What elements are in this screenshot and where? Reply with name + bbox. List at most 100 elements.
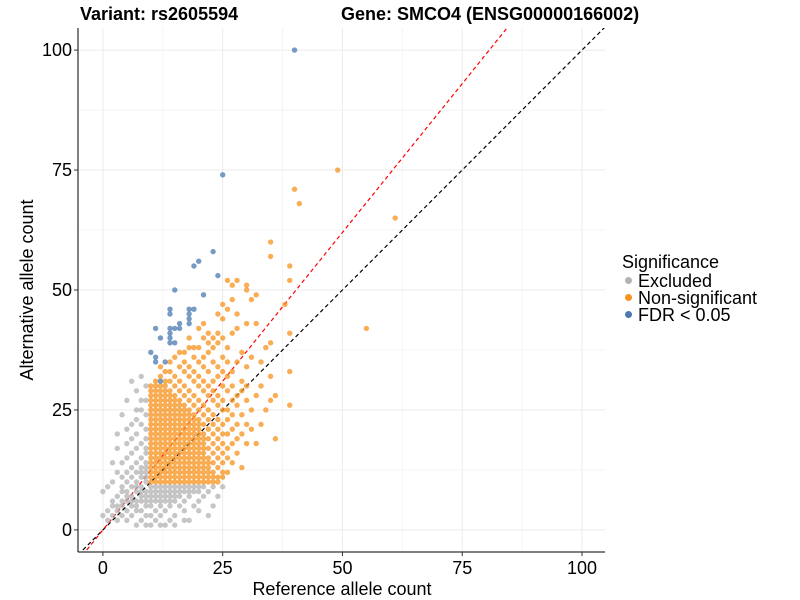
point-non-significant	[157, 474, 164, 480]
point-non-significant	[152, 421, 159, 428]
point-non-significant	[162, 431, 168, 437]
point-fdr-0-05	[172, 340, 178, 346]
point-excluded	[181, 484, 188, 490]
point-non-significant	[200, 378, 207, 384]
point-non-significant	[219, 460, 226, 466]
point-excluded	[133, 445, 140, 452]
point-excluded	[196, 488, 202, 495]
point-non-significant	[191, 436, 197, 442]
point-non-significant	[239, 378, 245, 384]
point-non-significant	[181, 412, 188, 418]
point-non-significant	[191, 474, 197, 480]
point-non-significant	[162, 402, 168, 408]
point-fdr-0-05	[291, 47, 298, 53]
point-non-significant	[239, 464, 245, 471]
point-non-significant	[205, 330, 212, 336]
point-non-significant	[210, 431, 216, 437]
point-excluded	[143, 460, 149, 466]
point-non-significant	[162, 479, 168, 485]
point-non-significant	[215, 373, 221, 380]
point-non-significant	[215, 479, 221, 485]
point-non-significant	[181, 392, 188, 399]
point-excluded	[133, 479, 140, 485]
point-non-significant	[191, 368, 197, 375]
point-non-significant	[191, 378, 197, 384]
point-non-significant	[152, 392, 159, 399]
point-non-significant	[181, 479, 188, 485]
point-excluded	[119, 460, 125, 466]
point-excluded	[124, 479, 130, 485]
point-excluded	[105, 508, 111, 514]
point-non-significant	[167, 359, 173, 365]
point-non-significant	[205, 407, 212, 413]
point-excluded	[143, 498, 149, 504]
point-non-significant	[210, 460, 216, 466]
point-non-significant	[176, 431, 183, 437]
point-non-significant	[258, 359, 264, 365]
point-non-significant	[157, 364, 164, 370]
point-non-significant	[186, 407, 192, 413]
point-excluded	[143, 436, 149, 442]
point-non-significant	[148, 421, 154, 428]
point-non-significant	[152, 455, 159, 461]
point-excluded	[124, 426, 130, 432]
point-non-significant	[157, 397, 164, 404]
point-excluded	[124, 469, 130, 476]
point-non-significant	[172, 474, 178, 480]
point-non-significant	[162, 445, 168, 452]
point-non-significant	[224, 359, 231, 365]
point-non-significant	[287, 330, 293, 336]
point-non-significant	[196, 436, 202, 442]
point-non-significant	[229, 383, 235, 389]
point-excluded	[128, 498, 135, 504]
point-excluded	[200, 493, 207, 500]
point-non-significant	[148, 469, 154, 476]
point-non-significant	[162, 455, 168, 461]
point-non-significant	[191, 426, 197, 432]
point-non-significant	[196, 407, 202, 413]
point-non-significant	[176, 349, 183, 356]
point-non-significant	[172, 436, 178, 442]
point-non-significant	[152, 388, 159, 394]
point-non-significant	[172, 440, 178, 447]
point-non-significant	[148, 383, 154, 389]
point-non-significant	[157, 460, 164, 466]
point-non-significant	[176, 421, 183, 428]
point-non-significant	[215, 474, 221, 480]
point-non-significant	[176, 445, 183, 452]
point-non-significant	[162, 464, 168, 471]
x-tick-label: 100	[567, 558, 597, 578]
point-non-significant	[162, 412, 168, 418]
point-non-significant	[186, 479, 192, 485]
point-excluded	[138, 469, 144, 476]
point-excluded	[138, 397, 144, 404]
point-non-significant	[215, 340, 221, 346]
point-non-significant	[172, 416, 178, 423]
point-non-significant	[296, 200, 303, 207]
point-non-significant	[196, 416, 202, 423]
point-non-significant	[176, 440, 183, 447]
point-excluded	[167, 503, 173, 509]
point-non-significant	[191, 412, 197, 418]
point-non-significant	[172, 373, 178, 380]
point-non-significant	[157, 383, 164, 389]
point-non-significant	[196, 373, 202, 380]
point-non-significant	[210, 344, 216, 351]
point-non-significant	[181, 440, 188, 447]
point-non-significant	[205, 474, 212, 480]
point-excluded	[128, 464, 135, 471]
point-non-significant	[219, 368, 226, 375]
point-excluded	[181, 517, 188, 524]
point-non-significant	[152, 474, 159, 480]
point-non-significant	[205, 445, 212, 452]
point-non-significant	[205, 416, 212, 423]
point-non-significant	[148, 416, 154, 423]
point-non-significant	[205, 426, 212, 432]
point-non-significant	[200, 460, 207, 466]
point-non-significant	[167, 474, 173, 480]
point-non-significant	[191, 344, 197, 351]
point-non-significant	[186, 426, 192, 432]
point-non-significant	[152, 436, 159, 442]
point-non-significant	[248, 407, 255, 413]
point-fdr-0-05	[219, 172, 226, 178]
